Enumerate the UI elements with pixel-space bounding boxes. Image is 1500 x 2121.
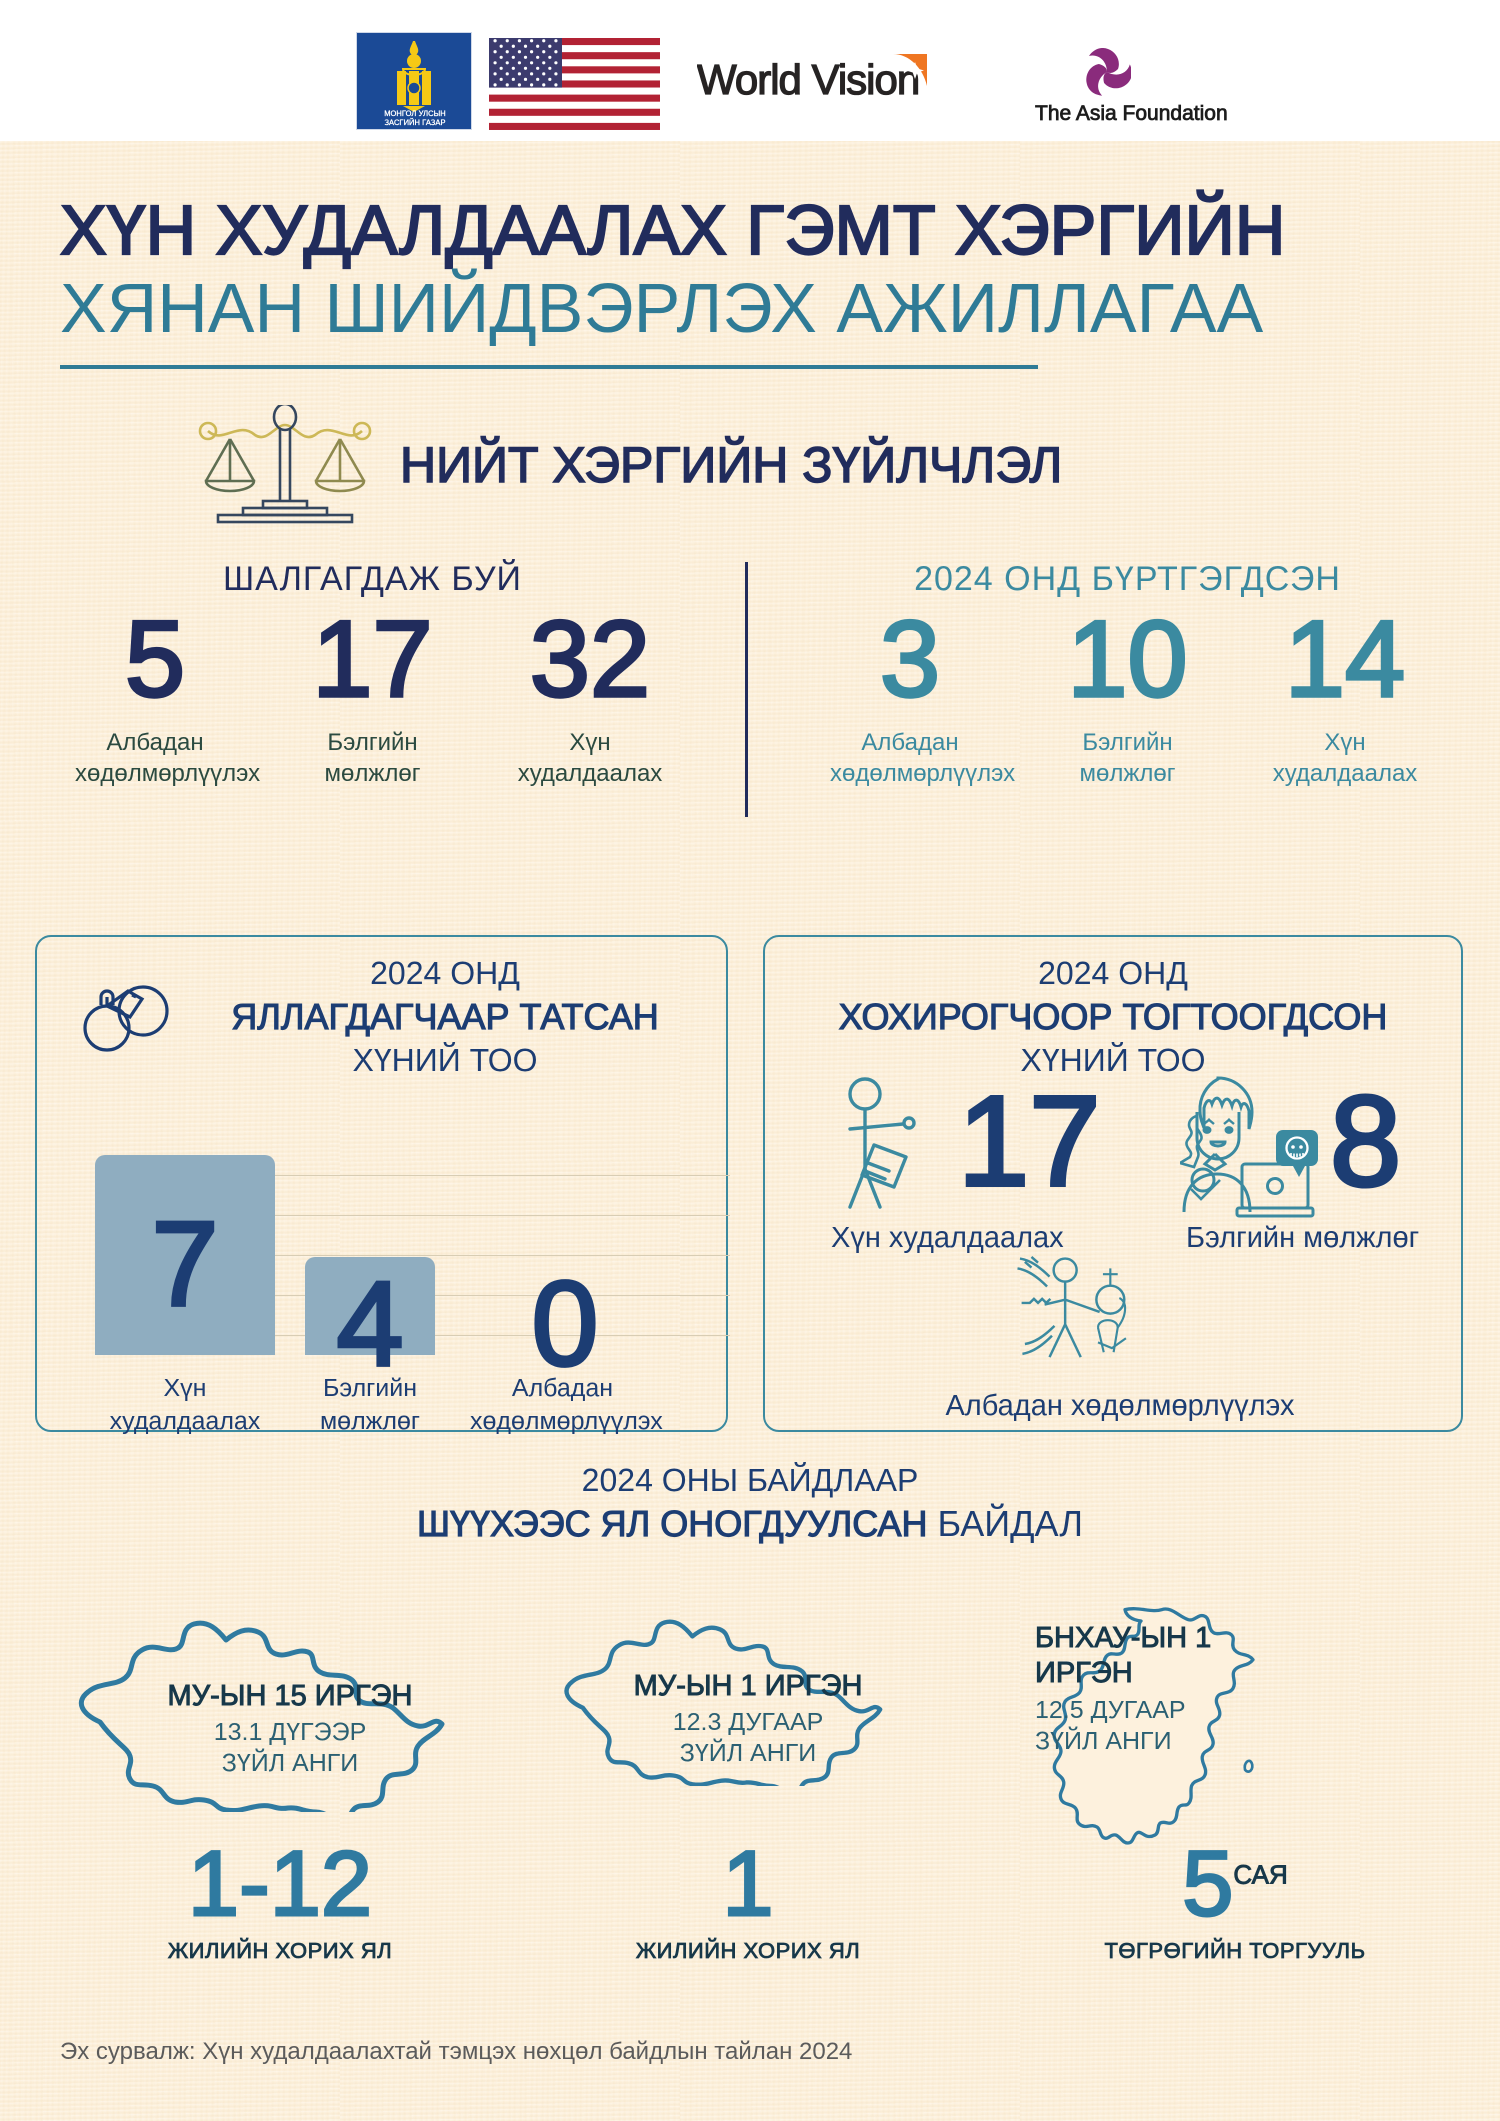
svg-text:World Vision: World Vision: [697, 56, 919, 103]
